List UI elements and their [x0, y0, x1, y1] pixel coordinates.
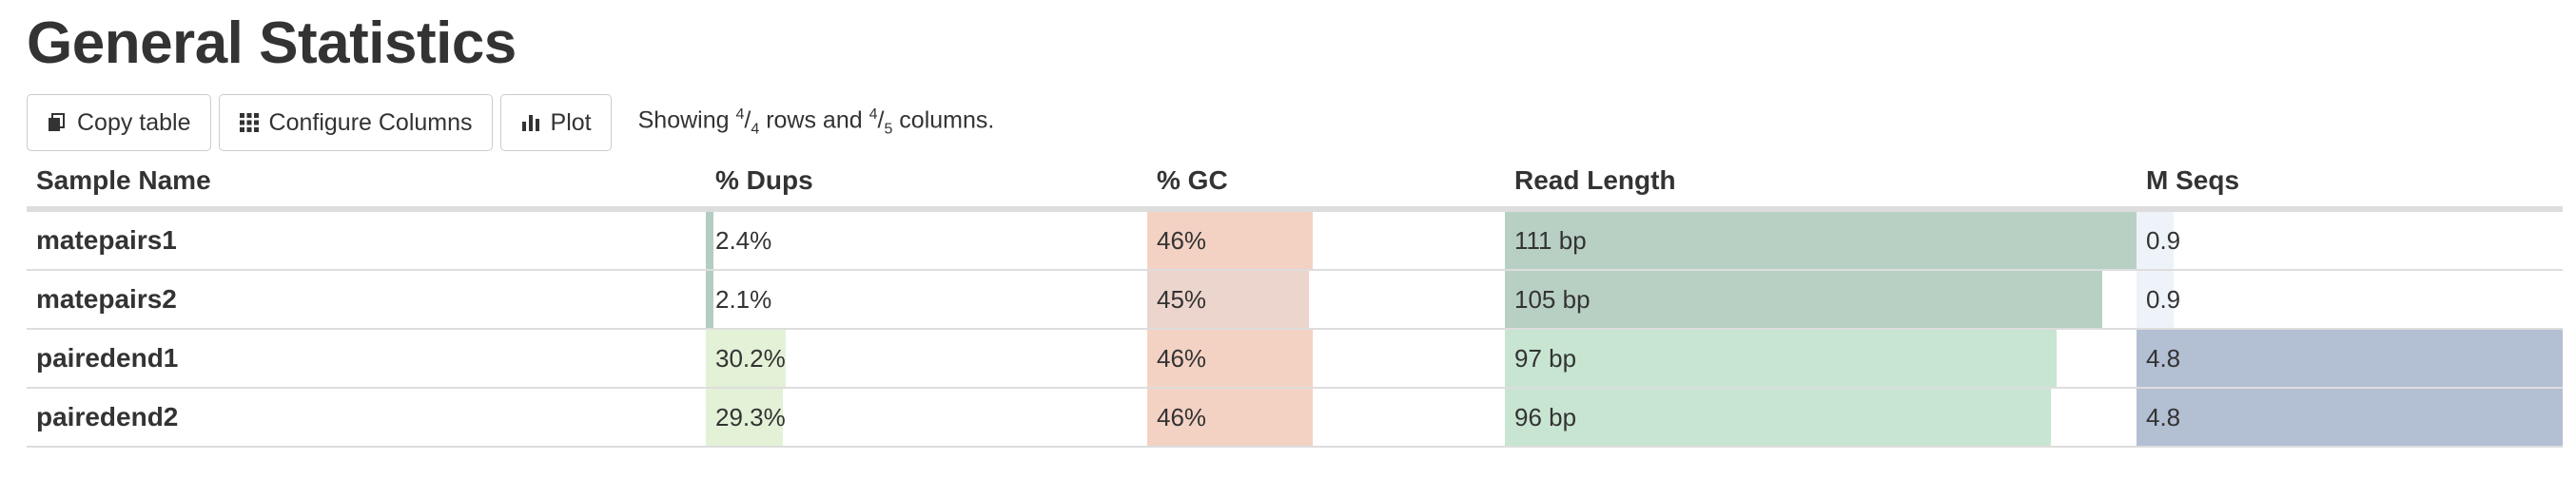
read-length-bar — [1505, 271, 2102, 328]
m-seqs-cell: 0.9 — [2137, 271, 2563, 328]
gc-bar — [1147, 212, 1313, 269]
sample-name: matepairs2 — [36, 284, 177, 314]
dups-cell: 2.1% — [706, 271, 1147, 328]
header-m-seqs[interactable]: M Seqs — [2146, 165, 2240, 195]
m-seqs-bar — [2137, 330, 2563, 387]
configure-columns-label: Configure Columns — [268, 108, 473, 136]
gc-value: 45% — [1157, 285, 1207, 314]
gc-cell: 46% — [1147, 389, 1505, 446]
read-length-bar — [1505, 389, 2051, 446]
read-length-value: 96 bp — [1514, 403, 1577, 431]
gc-value: 46% — [1157, 344, 1207, 373]
dups-value: 30.2% — [715, 344, 786, 373]
header-dups[interactable]: % Dups — [715, 165, 813, 195]
sample-name-cell: pairedend1 — [27, 330, 706, 387]
table-header-row: Sample Name % Dups % GC Read Length M Se… — [27, 155, 2563, 212]
gc-cell: 46% — [1147, 330, 1505, 387]
dups-value: 2.1% — [715, 285, 772, 314]
sample-name-cell: matepairs1 — [27, 212, 706, 269]
grid-icon — [239, 112, 260, 133]
table-row: pairedend1 30.2% 46% 97 bp 4.8 — [27, 330, 2563, 389]
read-length-cell: 111 bp — [1505, 212, 2137, 269]
header-gc[interactable]: % GC — [1157, 165, 1228, 195]
gc-value: 46% — [1157, 226, 1207, 255]
m-seqs-value: 0.9 — [2146, 226, 2181, 255]
gc-bar — [1147, 330, 1313, 387]
general-stats-table: Sample Name % Dups % GC Read Length M Se… — [27, 155, 2563, 448]
dups-bar — [706, 330, 786, 387]
dups-cell: 2.4% — [706, 212, 1147, 269]
plot-button[interactable]: Plot — [499, 94, 612, 151]
dups-bar — [706, 271, 713, 328]
table-toolbar: Copy table Configure Columns Plot Showin… — [27, 94, 994, 151]
page-title: General Statistics — [27, 10, 517, 76]
read-length-value: 105 bp — [1514, 285, 1590, 314]
read-length-cell: 105 bp — [1505, 271, 2137, 328]
dups-value: 29.3% — [715, 403, 786, 431]
table-body: matepairs1 2.4% 46% 111 bp 0.9 matepairs2 2.1%… — [27, 212, 2563, 448]
read-length-bar — [1505, 212, 2137, 269]
m-seqs-value: 0.9 — [2146, 285, 2181, 314]
gc-cell: 46% — [1147, 212, 1505, 269]
bar-chart-icon — [520, 112, 541, 133]
m-seqs-cell: 0.9 — [2137, 212, 2563, 269]
m-seqs-bar — [2137, 212, 2174, 269]
copy-icon — [47, 112, 68, 133]
configure-columns-button[interactable]: Configure Columns — [218, 94, 493, 151]
gc-value: 46% — [1157, 403, 1207, 431]
header-sample-name[interactable]: Sample Name — [36, 165, 211, 195]
m-seqs-value: 4.8 — [2146, 344, 2181, 373]
sample-name: pairedend1 — [36, 343, 179, 373]
read-length-cell: 96 bp — [1505, 389, 2137, 446]
m-seqs-bar — [2137, 389, 2563, 446]
read-length-cell: 97 bp — [1505, 330, 2137, 387]
read-length-value: 111 bp — [1514, 226, 1587, 255]
gc-bar — [1147, 389, 1313, 446]
dups-value: 2.4% — [715, 226, 772, 255]
table-row: matepairs2 2.1% 45% 105 bp 0.9 — [27, 271, 2563, 330]
showing-status: Showing 4/4 rows and 4/5 columns. — [637, 106, 995, 138]
header-read-length[interactable]: Read Length — [1514, 165, 1676, 195]
sample-name: pairedend2 — [36, 402, 179, 431]
dups-cell: 30.2% — [706, 330, 1147, 387]
m-seqs-cell: 4.8 — [2137, 389, 2563, 446]
read-length-value: 97 bp — [1514, 344, 1577, 373]
read-length-bar — [1505, 330, 2057, 387]
gc-cell: 45% — [1147, 271, 1505, 328]
m-seqs-value: 4.8 — [2146, 403, 2181, 431]
m-seqs-bar — [2137, 271, 2174, 328]
dups-cell: 29.3% — [706, 389, 1147, 446]
sample-name: matepairs1 — [36, 225, 177, 255]
sample-name-cell: matepairs2 — [27, 271, 706, 328]
dups-bar — [706, 212, 713, 269]
table-row: pairedend2 29.3% 46% 96 bp 4.8 — [27, 389, 2563, 448]
copy-table-label: Copy table — [77, 108, 191, 136]
m-seqs-cell: 4.8 — [2137, 330, 2563, 387]
gc-bar — [1147, 271, 1309, 328]
plot-label: Plot — [550, 108, 592, 136]
copy-table-button[interactable]: Copy table — [27, 94, 211, 151]
table-row: matepairs1 2.4% 46% 111 bp 0.9 — [27, 212, 2563, 271]
dups-bar — [706, 389, 783, 446]
sample-name-cell: pairedend2 — [27, 389, 706, 446]
